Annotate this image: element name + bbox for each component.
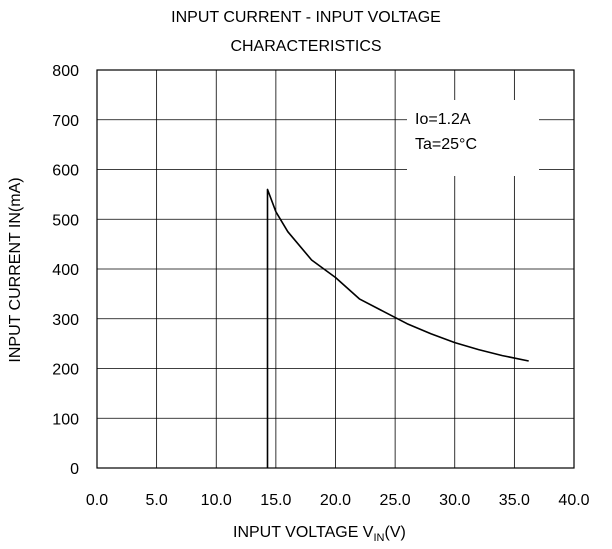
x-tick-label: 25.0 bbox=[380, 492, 411, 509]
y-tick-label: 400 bbox=[52, 262, 79, 279]
x-axis-label: INPUT VOLTAGE VIN(V) bbox=[233, 524, 406, 544]
y-tick-label: 500 bbox=[52, 212, 79, 229]
x-tick-label: 15.0 bbox=[260, 492, 291, 509]
annotation-text: Ta=25°C bbox=[415, 136, 477, 153]
x-tick-label: 5.0 bbox=[146, 492, 168, 509]
x-tick-label: 30.0 bbox=[439, 492, 470, 509]
y-axis-label: INPUT CURRENT IN(mA) bbox=[7, 177, 24, 363]
plot-frame bbox=[96, 69, 575, 469]
x-tick-label: 35.0 bbox=[499, 492, 530, 509]
y-tick-label: 200 bbox=[52, 362, 79, 379]
annotation-box-layer: Io=1.2A Ta=25°C bbox=[407, 100, 539, 176]
y-tick-label: 100 bbox=[52, 411, 79, 428]
x-tick-label: 40.0 bbox=[558, 492, 589, 509]
x-axis-label-subscript: IN bbox=[373, 532, 385, 544]
x-tick-label: 20.0 bbox=[320, 492, 351, 509]
y-tick-label: 300 bbox=[52, 312, 79, 329]
grid-layer bbox=[97, 70, 574, 468]
x-tick-label: 0.0 bbox=[86, 492, 108, 509]
series-line bbox=[266, 188, 529, 468]
y-tick-label: 800 bbox=[52, 63, 79, 80]
tick-label-layer: 0.0 5.0 10.0 15.0 20.0 25.0 30.0 35.0 40.0 0 100 20… bbox=[52, 63, 589, 509]
y-tick-label: 700 bbox=[52, 113, 79, 130]
x-axis-label-prefix: INPUT VOLTAGE V bbox=[233, 524, 374, 541]
y-tick-label: 0 bbox=[70, 461, 79, 478]
annotation-text: Io=1.2A bbox=[415, 111, 471, 128]
chart-title-line-1: INPUT CURRENT - INPUT VOLTAGE bbox=[171, 9, 441, 26]
annotation-box bbox=[407, 100, 539, 176]
chart-title-line-2: CHARACTERISTICS bbox=[230, 38, 382, 55]
series-layer bbox=[266, 188, 529, 468]
x-axis-label-suffix: (V) bbox=[384, 524, 406, 541]
x-tick-label: 10.0 bbox=[201, 492, 232, 509]
y-tick-label: 600 bbox=[52, 163, 79, 180]
